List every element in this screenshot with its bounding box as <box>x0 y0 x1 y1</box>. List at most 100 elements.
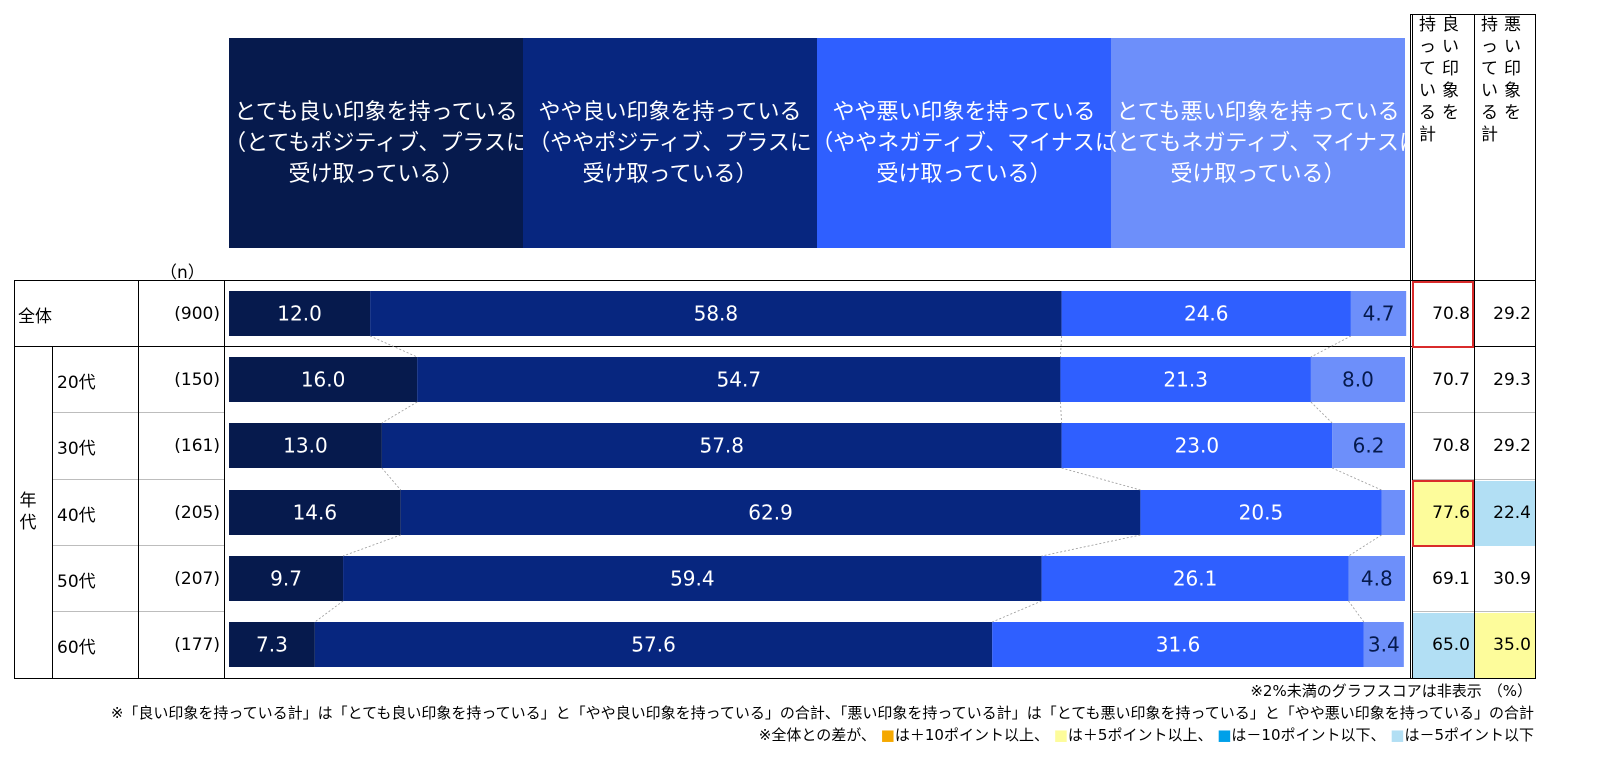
unit-label: （%） <box>1487 682 1532 700</box>
vertical-char: を <box>1504 103 1521 123</box>
bar-segment <box>1363 622 1404 667</box>
row-n: (177) <box>174 635 220 655</box>
vertical-char: る <box>1481 103 1498 123</box>
bar-segment <box>229 622 315 667</box>
bar-segment <box>343 556 1042 601</box>
vertical-char: い <box>1442 37 1459 57</box>
emphasis-box <box>1412 480 1474 547</box>
unit-note: ※2%未満のグラフスコアは非表示 （%） <box>1250 680 1532 701</box>
bar-value-label: 13.0 <box>283 434 328 458</box>
bar-value-label: 12.0 <box>277 302 322 326</box>
connector-line <box>1061 467 1141 491</box>
bar-value-label: 59.4 <box>670 567 715 591</box>
note-text: は＋5ポイント以上、 <box>1067 726 1218 744</box>
sum-left-border <box>1410 14 1411 678</box>
connector-line <box>381 401 418 424</box>
bar-segment <box>229 291 371 336</box>
bar-segment <box>1310 357 1405 402</box>
bar-value-label: 21.3 <box>1163 368 1208 392</box>
legend-swatch: ■ <box>1390 726 1405 744</box>
note-text: は－5ポイント以下 <box>1404 726 1534 744</box>
legend-label: とても悪い印象を持っている （とてもネガティブ、マイナスに 受け取っている） <box>1095 99 1421 187</box>
bar-value-label: 4.7 <box>1363 302 1395 326</box>
legend-header-4: とても悪い印象を持っている （とてもネガティブ、マイナスに 受け取っている） <box>1095 38 1421 248</box>
highlight-cell <box>1475 613 1535 678</box>
vertical-char: を <box>1442 103 1459 123</box>
emphasis-box <box>1412 281 1474 348</box>
bar-value-label: 4.8 <box>1361 567 1393 591</box>
table-left-border <box>14 280 15 678</box>
bar-segment <box>381 423 1062 468</box>
connector-line <box>1310 335 1352 358</box>
color-legend-note: ※全体との差が、 ■は＋10ポイント以上、 ■は＋5ポイント以上、 ■は－10ポ… <box>759 724 1534 745</box>
table-bottom-border <box>14 678 1536 679</box>
bar-segment <box>1350 291 1407 336</box>
sum-definition-note: ※「良い印象を持っている計」は「とても良い印象を持っている」と「やや良い印象を持… <box>110 704 1534 722</box>
bar-value-label: 14.6 <box>293 501 338 525</box>
bar-value-label: 57.6 <box>631 633 676 657</box>
good-total-value: 70.7 <box>1432 370 1470 390</box>
connector-line <box>992 600 1042 623</box>
vertical-char: 年 <box>19 491 37 511</box>
row-label: 60代 <box>57 637 96 658</box>
vertical-char: 印 <box>1504 59 1521 79</box>
sum-column-title-1: 持っている計良い印象を <box>1412 14 1474 284</box>
legend-header-3: やや悪い印象を持っている （ややネガティブ、マイナスに 受け取っている） <box>811 38 1117 248</box>
vertical-char: い <box>1481 81 1498 101</box>
group-divider <box>52 346 53 678</box>
row-n: (205) <box>174 503 220 523</box>
legend-label: やや悪い印象を持っている （ややネガティブ、マイナスに 受け取っている） <box>811 99 1117 187</box>
vertical-text-column: 持っている計 <box>1480 14 1499 284</box>
bar-segment <box>400 490 1141 535</box>
vertical-char: 印 <box>1442 59 1459 79</box>
bar-segment <box>1381 490 1405 535</box>
bad-total-value: 22.4 <box>1493 503 1531 523</box>
bar-segment <box>314 622 993 667</box>
good-total-value: 70.8 <box>1432 436 1470 456</box>
row-label: 40代 <box>57 505 96 526</box>
bar-segment <box>370 291 1062 336</box>
sum-right-border <box>1535 14 1536 678</box>
connector-line <box>1331 467 1382 491</box>
bar-segment <box>1061 423 1333 468</box>
connector-line <box>1060 401 1063 424</box>
row-label: 20代 <box>57 372 96 393</box>
vertical-char: い <box>1504 37 1521 57</box>
bar-segment <box>1348 556 1405 601</box>
row-label: 30代 <box>57 438 96 459</box>
good-total-value: 65.0 <box>1432 635 1470 655</box>
vertical-char: 良 <box>1442 15 1459 35</box>
note-text: ※2%未満のグラフスコアは非表示 <box>1250 682 1482 700</box>
bar-value-label: 58.8 <box>694 302 739 326</box>
connector-line <box>1348 600 1365 623</box>
row-n: (207) <box>174 569 220 589</box>
note-text: は＋10ポイント以上、 <box>894 726 1054 744</box>
vertical-char: て <box>1481 59 1498 79</box>
bar-segment <box>1332 423 1405 468</box>
vertical-char: 代 <box>19 513 37 533</box>
chart-left-border <box>224 280 225 678</box>
connector-line <box>1310 401 1333 424</box>
vertical-char: 持 <box>1481 15 1498 35</box>
connector-line <box>342 534 401 557</box>
highlight-cell <box>1413 613 1474 678</box>
sum-column-title-2: 持っている計悪い印象を <box>1474 14 1536 284</box>
connector-line <box>1060 335 1063 358</box>
vertical-text-column: 持っている計 <box>1418 14 1437 284</box>
bar-value-label: 31.6 <box>1156 633 1201 657</box>
good-total-value: 69.1 <box>1432 569 1470 589</box>
sum-column-divider <box>1474 14 1475 678</box>
bar-value-label: 57.8 <box>699 434 744 458</box>
legend-swatch: ■ <box>1053 726 1068 744</box>
bar-value-label: 24.6 <box>1184 302 1229 326</box>
bar-segment <box>992 622 1364 667</box>
bar-value-label: 54.7 <box>717 368 762 392</box>
vertical-char: 計 <box>1481 125 1498 145</box>
note-text: ※全体との差が、 <box>758 726 881 744</box>
bar-segment <box>229 556 344 601</box>
highlight-cell <box>1413 481 1474 546</box>
bar-segment <box>1140 490 1382 535</box>
bar-segment <box>417 357 1061 402</box>
bad-total-value: 29.2 <box>1493 304 1531 324</box>
